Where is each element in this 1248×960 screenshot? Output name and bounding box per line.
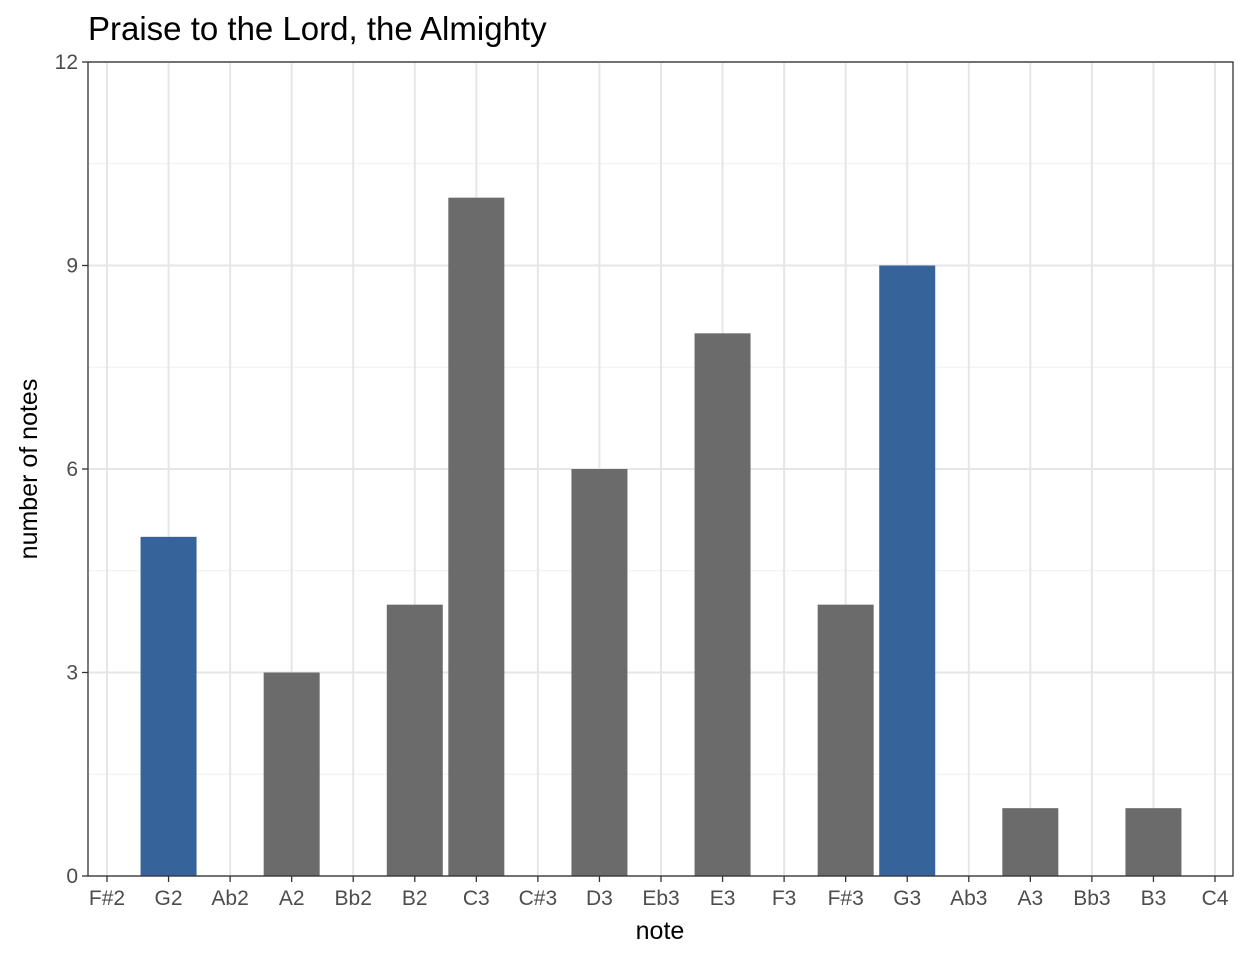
x-tick-label: G2 [155, 887, 183, 910]
y-tick-label: 12 [55, 51, 78, 74]
bars [140, 197, 1182, 876]
y-tick-label: 0 [66, 865, 78, 888]
bar-b3 [1125, 808, 1182, 876]
bar-e3 [694, 333, 751, 876]
x-tick-label: D3 [586, 887, 613, 910]
bar-d3 [571, 469, 628, 876]
x-tick-label: B3 [1141, 887, 1167, 910]
x-tick-label: Ab2 [211, 887, 248, 910]
bar-g2 [140, 536, 197, 876]
bar-a2 [263, 672, 320, 876]
x-tick-label: F#2 [89, 887, 125, 910]
bar-g3 [879, 265, 936, 876]
x-tick-label: A2 [279, 887, 305, 910]
x-tick-label: Eb3 [642, 887, 679, 910]
x-tick-label: B2 [402, 887, 428, 910]
x-tick-label: Ab3 [950, 887, 987, 910]
x-tick-label: G3 [893, 887, 921, 910]
x-tick-label: C4 [1202, 887, 1229, 910]
y-tick-label: 6 [66, 458, 78, 481]
y-axis: 0 3 6 9 12 [55, 51, 88, 888]
x-tick-label: F#3 [828, 887, 864, 910]
chart-title: Praise to the Lord, the Almighty [88, 10, 547, 47]
x-tick-label: Bb3 [1073, 887, 1110, 910]
grid-lines [88, 61, 1233, 877]
bar-b2 [386, 604, 443, 876]
x-tick-label: C#3 [519, 887, 558, 910]
x-tick-label: Bb2 [335, 887, 372, 910]
x-tick-label: C3 [463, 887, 490, 910]
y-axis-title: number of notes [15, 379, 43, 560]
x-axis-title: note [636, 917, 685, 945]
bar-fsharp3 [817, 604, 874, 876]
x-tick-label: F3 [772, 887, 797, 910]
x-axis: F#2 G2 Ab2 A2 Bb2 B2 C3 C#3 D3 Eb3 E3 F3 F#3 G3 Ab3 A3 B… [89, 876, 1229, 910]
x-tick-label: A3 [1017, 887, 1043, 910]
x-tick-label: E3 [710, 887, 736, 910]
bar-c3 [448, 197, 505, 876]
y-tick-label: 3 [66, 662, 78, 685]
bar-a3 [1002, 808, 1059, 876]
y-tick-label: 9 [66, 255, 78, 278]
